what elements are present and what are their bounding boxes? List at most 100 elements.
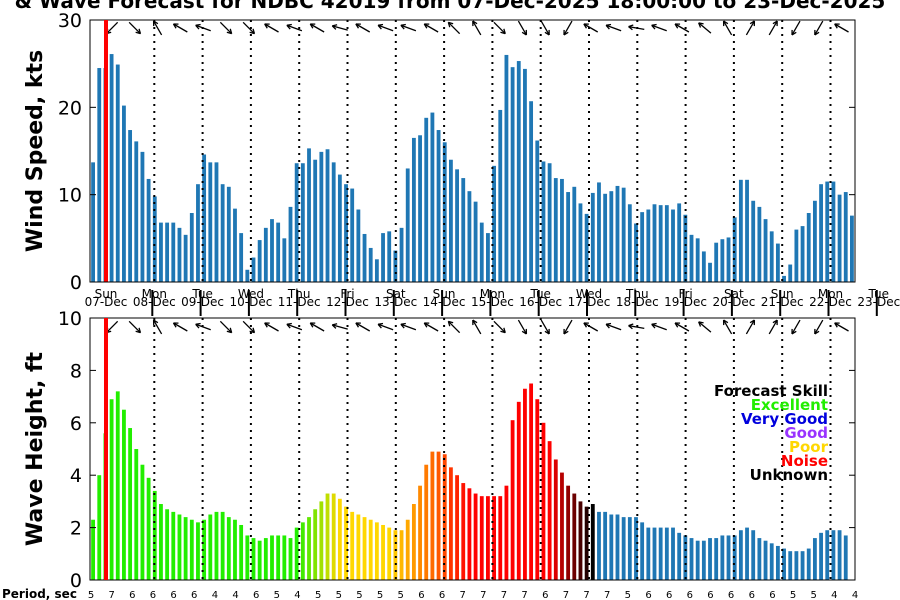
wind-bar — [677, 203, 682, 282]
wave-bar — [115, 391, 120, 580]
wave-direction-arrow — [286, 322, 303, 331]
wind-bar — [763, 219, 768, 282]
wind-bar — [208, 162, 213, 282]
wind-direction-arrow — [722, 20, 733, 36]
wave-bar — [714, 538, 719, 580]
wind-y-ticks: 0 10 20 30 — [58, 10, 855, 294]
wind-bar — [418, 135, 422, 282]
wave-bar — [189, 519, 194, 580]
wind-bar — [362, 233, 367, 282]
wind-bar — [714, 242, 719, 282]
wind-bar — [652, 204, 657, 282]
wave-bar — [270, 535, 274, 580]
wind-bar — [831, 181, 836, 282]
period-label: 6 — [129, 590, 135, 600]
wind-bar — [850, 215, 854, 282]
wave-bar — [788, 551, 793, 580]
wave-bar — [362, 517, 367, 580]
period-label: 7 — [521, 590, 527, 600]
period-label: 6 — [728, 590, 734, 600]
wind-bar — [516, 61, 521, 283]
wind-direction-arrow — [286, 23, 303, 32]
wind-bar — [788, 264, 793, 282]
wave-direction-arrow — [493, 320, 506, 334]
day-name-label: Tue — [529, 287, 551, 301]
wind-bar — [498, 109, 503, 282]
period-label: 6 — [769, 590, 775, 600]
day-name-label: Sat — [724, 287, 744, 301]
date-label: 20-Dec — [712, 295, 755, 309]
wave-direction-arrow — [472, 319, 482, 335]
wind-bar — [627, 204, 632, 282]
wind-bar — [455, 169, 459, 282]
wind-bar — [782, 275, 786, 282]
wave-bar — [560, 472, 564, 580]
wave-bar — [146, 477, 151, 580]
wave-plot-frame — [89, 317, 856, 581]
wind-bar — [757, 206, 762, 282]
day-name-label: Mon — [142, 287, 167, 301]
wind-bar — [689, 234, 694, 282]
wind-bar — [411, 137, 416, 282]
wave-bar — [782, 548, 786, 580]
wave-direction-arrow — [674, 322, 690, 332]
period-label: 6 — [542, 590, 548, 600]
wave-bar — [523, 388, 527, 580]
wave-bar — [165, 509, 170, 580]
wave-bar — [177, 514, 182, 580]
wind-y-tick-label: 20 — [58, 97, 82, 119]
wind-bar — [578, 203, 583, 282]
day-name-label: Fri — [678, 287, 692, 301]
wind-bar — [196, 184, 200, 282]
wave-bar — [825, 530, 830, 580]
wave-bar — [331, 493, 336, 580]
wave-bar — [220, 511, 225, 580]
wind-bar — [658, 205, 663, 282]
wave-bar — [621, 517, 626, 580]
wind-bar — [263, 227, 268, 282]
wave-bar — [448, 467, 453, 580]
wave-bar — [806, 548, 811, 580]
wind-bar — [492, 165, 497, 282]
wind-bar — [159, 222, 163, 282]
wave-direction-arrow — [651, 322, 667, 331]
date-label: 12-Dec — [326, 295, 369, 309]
wind-bar — [812, 200, 817, 282]
wind-direction-arrow — [195, 23, 211, 32]
wind-bar — [257, 240, 262, 282]
wave-bar — [757, 538, 762, 580]
period-label: 6 — [150, 590, 156, 600]
wave-bar — [91, 519, 95, 580]
day-name-label: Tue — [191, 287, 213, 301]
wind-bar — [664, 205, 669, 282]
wind-bar — [140, 151, 145, 282]
wind-direction-arrow — [400, 23, 417, 32]
period-label: 7 — [459, 590, 465, 600]
wave-bar — [282, 535, 287, 580]
wave-direction-arrow — [309, 322, 325, 332]
wind-bar — [683, 214, 688, 282]
wind-bar — [251, 257, 256, 282]
wave-y-tick-label: 6 — [70, 413, 82, 435]
wind-bar — [609, 191, 614, 282]
wave-y-ticks: 0 2 4 6 8 10 — [58, 308, 855, 592]
wave-bar — [738, 530, 743, 580]
period-label: 4 — [294, 590, 300, 600]
wind-bar — [701, 251, 706, 282]
wave-bar — [461, 483, 466, 580]
wave-bar — [307, 517, 311, 580]
wave-bar — [671, 527, 675, 580]
date-label: 13-Dec — [374, 295, 417, 309]
wind-bar — [152, 196, 157, 282]
wave-direction-arrow — [628, 323, 645, 330]
wave-y-tick-label: 2 — [70, 518, 82, 540]
wave-direction-arrow — [791, 319, 801, 335]
wind-bar — [634, 223, 638, 282]
wave-bar — [529, 383, 534, 580]
legend-noise: Noise — [781, 452, 828, 470]
legend-excellent: Excellent — [751, 396, 828, 414]
date-label: 22-Dec — [809, 295, 852, 309]
wind-bar — [189, 213, 194, 282]
wind-bar — [171, 222, 176, 282]
period-label: 5 — [790, 590, 796, 600]
